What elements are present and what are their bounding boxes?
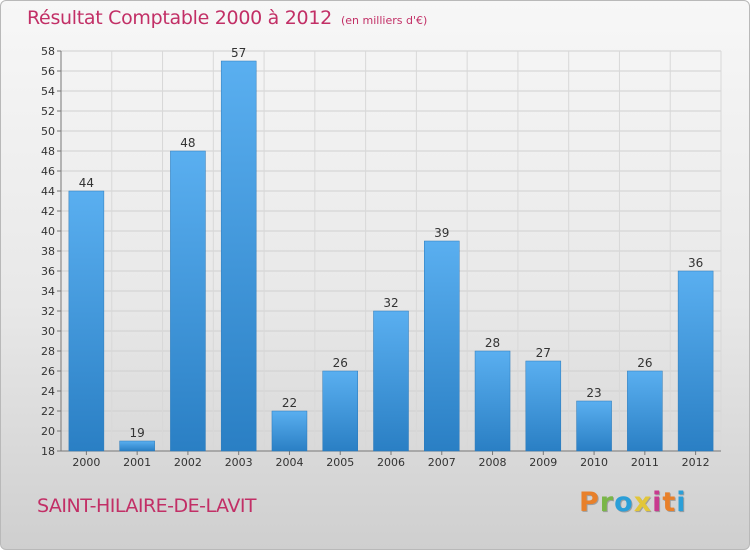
x-tick-label: 2011 [631, 456, 659, 469]
bar [68, 190, 105, 452]
logo-letter: r [599, 487, 615, 518]
bar [576, 400, 612, 452]
x-tick-label: 2010 [580, 456, 608, 469]
y-tick-label: 52 [41, 105, 55, 118]
data-label: 26 [333, 356, 348, 370]
x-tick-label: 2009 [529, 456, 557, 469]
bar [525, 360, 562, 452]
y-tick-label: 40 [41, 225, 55, 238]
bar [322, 370, 358, 452]
logo-letter: o [614, 487, 634, 518]
x-tick-label: 2005 [326, 456, 354, 469]
data-labels: 44 19 48 57 22 26 32 39 28 27 23 26 36 [79, 46, 704, 440]
x-tick-label: 2002 [174, 456, 202, 469]
data-label: 27 [536, 346, 551, 360]
y-tick-label: 44 [41, 185, 55, 198]
chart-subtitle: (en milliers d'€) [341, 14, 428, 27]
logo-letter: t [662, 487, 677, 518]
bar [373, 310, 409, 452]
data-label: 32 [383, 296, 398, 310]
y-tick-label: 46 [41, 165, 55, 178]
x-tick-label: 2000 [72, 456, 100, 469]
data-label: 57 [231, 46, 246, 60]
logo-letter: i [676, 487, 687, 518]
y-tick-labels: 18 20 22 24 26 28 30 32 34 36 38 40 42 44 46 48 50 52 54 56… [41, 45, 55, 458]
y-tick-label: 50 [41, 125, 55, 138]
y-tick-label: 36 [41, 265, 55, 278]
data-label: 23 [586, 386, 601, 400]
data-label: 19 [130, 426, 145, 440]
y-tick-label: 32 [41, 305, 55, 318]
x-tick-label: 2006 [377, 456, 405, 469]
data-label: 28 [485, 336, 500, 350]
y-tick-label: 20 [41, 425, 55, 438]
x-tick-label: 2001 [123, 456, 151, 469]
x-tick-label: 2004 [275, 456, 303, 469]
logo-letter: P [579, 487, 600, 518]
y-tick-label: 42 [41, 205, 55, 218]
y-tick-label: 22 [41, 405, 55, 418]
y-tick-label: 26 [41, 365, 55, 378]
data-label: 36 [688, 256, 703, 270]
bar [627, 370, 663, 452]
y-tick-label: 24 [41, 385, 55, 398]
bar [474, 350, 511, 452]
y-tick-label: 34 [41, 285, 55, 298]
data-label: 22 [282, 396, 297, 410]
data-label: 39 [434, 226, 449, 240]
y-tick-label: 18 [41, 445, 55, 458]
bar [170, 150, 206, 452]
y-tick-label: 54 [41, 85, 55, 98]
bar [677, 270, 714, 452]
bar [424, 240, 460, 452]
y-tick-label: 48 [41, 145, 55, 158]
data-label: 44 [79, 176, 94, 190]
x-tick-label: 2008 [479, 456, 507, 469]
chart-title: Résultat Comptable 2000 à 2012 [27, 7, 332, 29]
x-tick-label: 2007 [428, 456, 456, 469]
commune-name: SAINT-HILAIRE-DE-LAVIT [37, 495, 257, 517]
y-tick-label: 38 [41, 245, 55, 258]
proxiti-logo: Proxiti [579, 487, 687, 518]
x-tick-labels: 2000 2001 2002 2003 2004 2005 2006 2007 2008 2009… [72, 456, 709, 469]
data-label: 26 [637, 356, 652, 370]
y-tick-label: 30 [41, 325, 55, 338]
bar [119, 440, 155, 452]
logo-letter: i [652, 487, 663, 518]
logo-letter: x [633, 487, 653, 518]
y-tick-label: 58 [41, 45, 55, 58]
x-tick-label: 2003 [225, 456, 253, 469]
x-tick-label: 2012 [682, 456, 710, 469]
bar [220, 60, 257, 452]
bars [68, 60, 714, 452]
y-tick-label: 28 [41, 345, 55, 358]
bar [271, 410, 308, 452]
y-tick-label: 56 [41, 65, 55, 78]
data-label: 48 [180, 136, 195, 150]
